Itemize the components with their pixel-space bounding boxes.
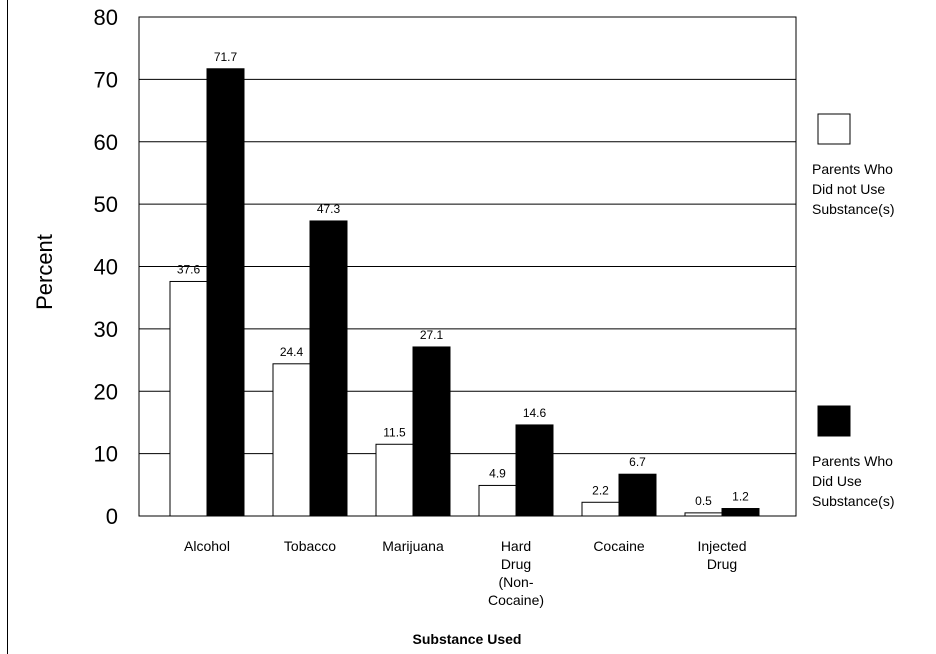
plot-area-frame [138,16,797,517]
bar-did-not-use-5 [684,512,723,517]
x-tick-label-3: Hard Drug (Non-Cocaine) [488,538,544,608]
y-tick-label-80: 80 [94,5,118,30]
y-tick-label-30: 30 [94,317,118,342]
bar-did-use-1 [309,220,348,517]
legend-swatch-did-not-use [817,113,851,145]
x-tick-label-0: Alcohol [184,538,230,554]
y-tick-label-50: 50 [94,192,118,217]
data-label-did-use-5: 1.2 [732,490,749,504]
data-label-did-use-1: 47.3 [317,202,341,216]
data-label-did-not-use-5: 0.5 [695,494,712,508]
y-axis-title: Percent [32,234,57,310]
y-tick-label-70: 70 [94,67,118,92]
bar-did-not-use-3 [478,484,517,517]
y-tick-label-0: 0 [106,504,118,529]
data-label-did-not-use-1: 24.4 [280,345,304,359]
data-label-did-not-use-3: 4.9 [489,466,506,480]
data-label-did-not-use-4: 2.2 [592,483,609,497]
y-tick-label-20: 20 [94,379,118,404]
bar-did-use-3 [515,424,554,517]
x-axis-title: Substance Used [413,631,522,647]
bar-did-use-4 [618,473,657,517]
x-tick-label-5: Injected Drug [697,538,746,572]
bar-did-use-0 [206,68,245,517]
data-label-did-not-use-0: 37.6 [177,262,201,276]
data-label-did-not-use-2: 11.5 [383,425,406,439]
data-label-did-use-0: 71.7 [214,50,238,64]
y-tick-label-40: 40 [94,255,118,280]
bar-did-use-2 [412,346,451,517]
legend-label-did-use: Parents Who Did Use Substance(s) [812,453,894,509]
bar-did-not-use-2 [375,443,414,517]
data-label-did-use-4: 6.7 [629,455,646,469]
y-tick-label-60: 60 [94,130,118,155]
bar-did-not-use-4 [581,501,620,517]
data-label-did-use-3: 14.6 [523,406,547,420]
x-tick-label-2: Marijuana [382,538,444,554]
frame-left-border [7,0,8,654]
x-tick-label-1: Tobacco [284,538,336,554]
bar-did-not-use-0 [169,280,208,517]
legend-label-did-not-use: Parents Who Did not Use Substance(s) [812,161,894,217]
x-tick-label-4: Cocaine [593,538,645,554]
bar-did-not-use-1 [272,363,311,517]
bar-did-use-5 [721,508,760,517]
legend-swatch-did-use [817,405,851,437]
data-label-did-use-2: 27.1 [420,328,444,342]
y-tick-label-10: 10 [94,442,118,467]
